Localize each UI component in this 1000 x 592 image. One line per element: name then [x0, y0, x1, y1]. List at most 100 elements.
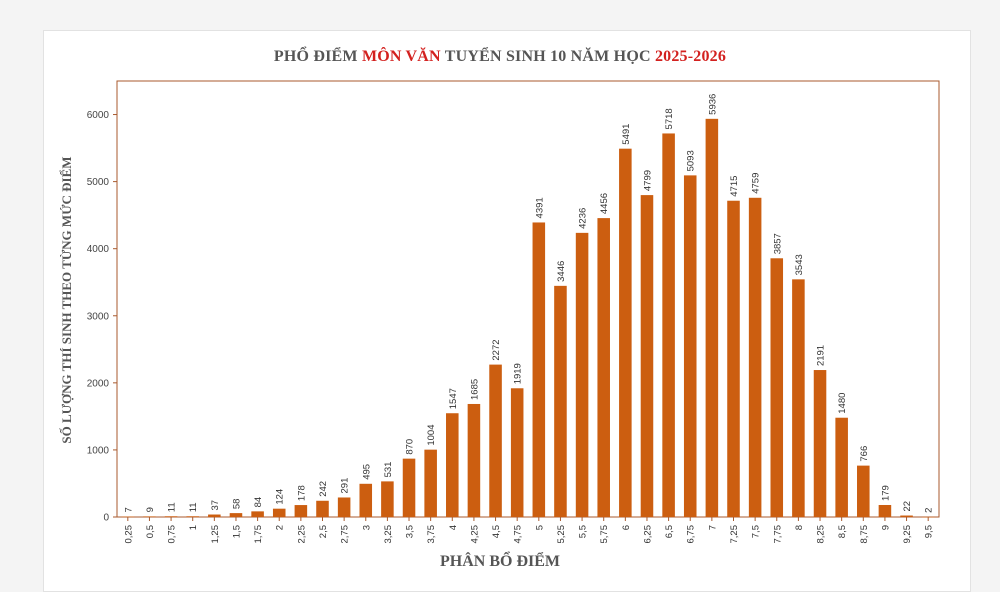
- bar-value-label: 22: [902, 501, 913, 512]
- bar-value-label: 2: [924, 508, 935, 513]
- x-tick-label: 3,5: [405, 525, 416, 538]
- bar-value-label: 1547: [448, 388, 459, 409]
- x-tick-label: 4: [448, 525, 459, 530]
- x-tick-label: 5,75: [599, 525, 610, 544]
- bar: [208, 514, 221, 517]
- x-tick-label: 9,25: [902, 525, 913, 544]
- bar-value-label: 7: [123, 507, 134, 512]
- bar: [316, 500, 329, 517]
- bar: [446, 413, 459, 517]
- bar: [143, 516, 156, 517]
- x-tick-label: 0,75: [167, 525, 178, 544]
- x-tick-label: 5,25: [556, 525, 567, 544]
- bar-value-label: 11: [188, 502, 199, 512]
- chart-title: PHỔ ĐIỂM MÔN VĂN TUYỂN SINH 10 NĂM HỌC 2…: [0, 48, 1000, 66]
- x-tick-label: 9: [880, 525, 891, 530]
- bar-value-label: 495: [361, 464, 372, 480]
- bar-value-label: 178: [296, 485, 307, 501]
- bar-value-label: 2272: [491, 339, 502, 360]
- x-tick-label: 7,25: [729, 525, 740, 544]
- bar: [857, 465, 870, 517]
- x-tick-label: 6,5: [664, 525, 675, 538]
- bar-value-label: 5936: [707, 94, 718, 115]
- x-tick-label: 3,25: [383, 525, 394, 544]
- bar-value-label: 870: [405, 439, 416, 455]
- x-tick-label: 0,5: [145, 525, 156, 538]
- title-part-3: TUYỂN SINH 10 NĂM HỌC: [440, 48, 655, 65]
- bar: [597, 218, 610, 517]
- bar: [619, 148, 632, 518]
- y-tick-label: 6000: [87, 110, 110, 121]
- x-tick-label: 1,25: [210, 525, 221, 544]
- bar-value-label: 766: [859, 446, 870, 462]
- y-tick-label: 2000: [87, 378, 110, 389]
- plot-frame: [116, 80, 940, 518]
- bar-value-label: 3446: [556, 261, 567, 282]
- x-tick-label: 5,5: [578, 525, 589, 538]
- x-tick-label: 6: [621, 525, 632, 530]
- bar-value-label: 4391: [534, 197, 545, 218]
- bar-value-label: 2191: [816, 345, 827, 366]
- bar: [835, 417, 848, 517]
- bar: [748, 197, 762, 517]
- bar-value-label: 4236: [578, 208, 589, 229]
- x-tick-label: 0,25: [123, 525, 134, 544]
- bar: [640, 195, 654, 517]
- bar-value-label: 84: [253, 497, 264, 508]
- bar-chart: 0 1000 2000 3000 4000 5000 6000 7 0,25 9 0,5 11 0,75…: [87, 80, 940, 544]
- bar-value-label: 3857: [772, 233, 783, 254]
- x-tick-label: 8: [794, 525, 805, 530]
- bar: [662, 133, 675, 517]
- bar-value-label: 4456: [599, 193, 610, 214]
- bar: [510, 388, 524, 517]
- x-tick-label: 4,75: [513, 525, 524, 544]
- bar: [251, 511, 264, 517]
- bar-value-label: 242: [318, 481, 329, 497]
- bar-value-label: 4759: [751, 173, 762, 194]
- x-tick-label: 7,5: [751, 525, 762, 538]
- bar-value-label: 5093: [686, 150, 697, 171]
- x-tick-label: 2: [275, 525, 286, 530]
- x-tick-label: 8,75: [859, 525, 870, 544]
- bar: [272, 508, 286, 517]
- bar: [359, 483, 373, 517]
- bar: [683, 175, 697, 517]
- x-tick-label: 8,5: [837, 525, 848, 538]
- y-tick-label: 4000: [87, 244, 110, 255]
- bar: [229, 513, 243, 517]
- x-tick-label: 4,25: [469, 525, 480, 544]
- bar-value-label: 1919: [513, 363, 524, 384]
- bar-value-label: 37: [210, 500, 221, 511]
- bar-value-label: 291: [340, 478, 351, 494]
- bar-value-label: 5491: [621, 124, 632, 145]
- x-tick-label: 1: [188, 525, 199, 530]
- y-tick-label: 5000: [87, 177, 110, 188]
- x-tick-label: 1,75: [253, 525, 264, 544]
- title-part-4: 2025-2026: [654, 48, 727, 65]
- bar: [337, 497, 351, 517]
- bar: [164, 516, 178, 517]
- bar: [792, 279, 805, 517]
- bar: [900, 515, 913, 517]
- y-tick-label: 3000: [87, 311, 110, 322]
- bar: [294, 505, 308, 517]
- bar: [770, 258, 784, 517]
- x-tick-label: 7,75: [772, 525, 783, 544]
- bar-value-label: 179: [880, 485, 891, 501]
- bar: [402, 458, 416, 517]
- x-tick-label: 2,5: [318, 525, 329, 538]
- bar: [727, 200, 740, 518]
- x-tick-label: 2,25: [296, 525, 307, 544]
- x-tick-label: 1,5: [231, 525, 242, 538]
- y-tick-label: 1000: [87, 445, 110, 456]
- bar-value-label: 1685: [469, 379, 480, 400]
- x-tick-label: 9,5: [924, 525, 935, 538]
- bar: [489, 364, 502, 517]
- bar: [705, 118, 719, 517]
- bar: [554, 285, 567, 517]
- bar: [381, 481, 394, 517]
- title-part-2: MÔN VĂN: [361, 48, 441, 65]
- bar-value-label: 1004: [426, 425, 437, 446]
- x-axis-title: PHÂN BỔ ĐIỂM: [440, 553, 560, 570]
- bar-value-label: 4715: [729, 176, 740, 197]
